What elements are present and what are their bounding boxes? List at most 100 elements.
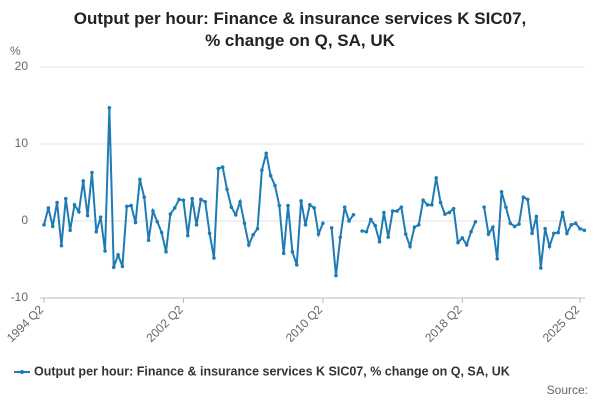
point [251,233,255,237]
point [268,173,273,178]
point [438,200,443,205]
point [447,210,452,215]
point [508,221,513,226]
point [124,204,129,209]
point [369,217,373,222]
point [159,230,164,235]
point [312,206,316,210]
legend-label: Output per hour: Finance & insurance ser… [34,364,510,378]
point [151,209,155,213]
point [395,209,399,213]
point [499,189,504,194]
point [55,200,59,205]
y-tick-label: -10 [11,290,29,304]
y-axis-label: % [10,44,21,58]
point [464,243,469,247]
point [403,232,408,236]
point [525,197,530,202]
point [578,226,582,231]
x-tick-label: 1994 Q2 [4,302,47,345]
point [247,243,251,247]
point [177,197,181,202]
point [443,212,447,216]
point [552,231,556,236]
point [451,206,456,211]
point [538,266,543,270]
point [111,265,116,270]
point [260,168,264,172]
point [416,223,421,227]
x-tick-label: 2025 Q2 [540,302,583,345]
point [425,203,430,207]
point [399,205,404,209]
point [390,209,395,213]
point [203,199,208,204]
point [212,256,216,260]
point [81,179,86,183]
point [59,243,64,248]
point [334,273,338,278]
point [382,210,386,215]
point [329,226,334,230]
point [316,232,321,236]
point [255,226,260,231]
point [46,206,51,210]
x-tick-label: 2002 Q2 [143,302,186,345]
point [517,222,521,226]
point [299,199,303,203]
point [216,166,221,171]
point [469,229,473,234]
point [190,196,194,201]
point [308,203,312,207]
point [491,225,495,229]
point [573,221,578,226]
point [434,176,438,180]
point [72,203,77,207]
point [482,205,486,209]
point [181,198,186,203]
point [386,235,391,239]
point [98,215,103,219]
point [565,231,569,236]
point [582,228,587,233]
point [233,213,238,217]
point [85,213,90,218]
point [338,235,343,239]
chart-title: Output per hour: Finance & insurance ser… [73,9,527,50]
y-tick-label: 0 [21,213,28,227]
x-tick-label: 2010 Q2 [283,302,326,345]
point [133,220,138,225]
point [495,256,500,261]
point [321,221,325,226]
point [77,209,81,214]
point [277,203,282,208]
point [199,197,203,202]
source: Source: [547,383,588,397]
point [351,213,356,217]
point [229,205,234,209]
point [120,264,125,269]
point [534,214,539,219]
point [286,203,290,208]
point [421,198,425,203]
point [547,244,552,249]
point [273,183,277,188]
y-tick-label: 10 [15,136,29,150]
point [129,203,133,208]
point [512,224,517,229]
point [172,206,177,210]
point [164,250,168,254]
point [560,210,565,215]
legend-marker [20,370,24,374]
point [530,231,534,236]
point [242,221,247,226]
y-tick-label: 20 [15,59,29,73]
point [543,226,547,231]
point [107,106,112,110]
point [281,251,286,256]
point [116,253,120,257]
point [194,223,199,227]
point [347,219,351,223]
